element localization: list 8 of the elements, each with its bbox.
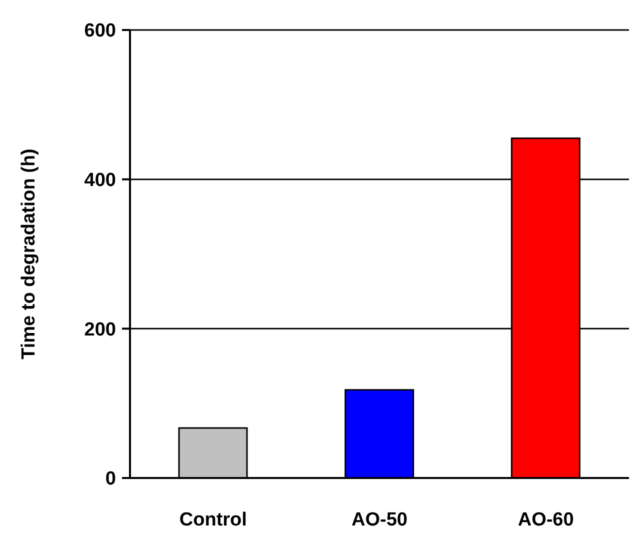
y-tick-label: 400 [84, 170, 116, 192]
x-tick-label: AO-60 [518, 509, 574, 530]
y-axis-title: Time to degradation (h) [18, 148, 40, 360]
x-tick-label: AO-50 [352, 509, 408, 530]
y-tick-label: 200 [84, 319, 116, 340]
y-tick-label: 600 [84, 20, 116, 42]
y-tick-label: 0 [105, 468, 116, 490]
x-tick-label: Control [179, 509, 247, 530]
